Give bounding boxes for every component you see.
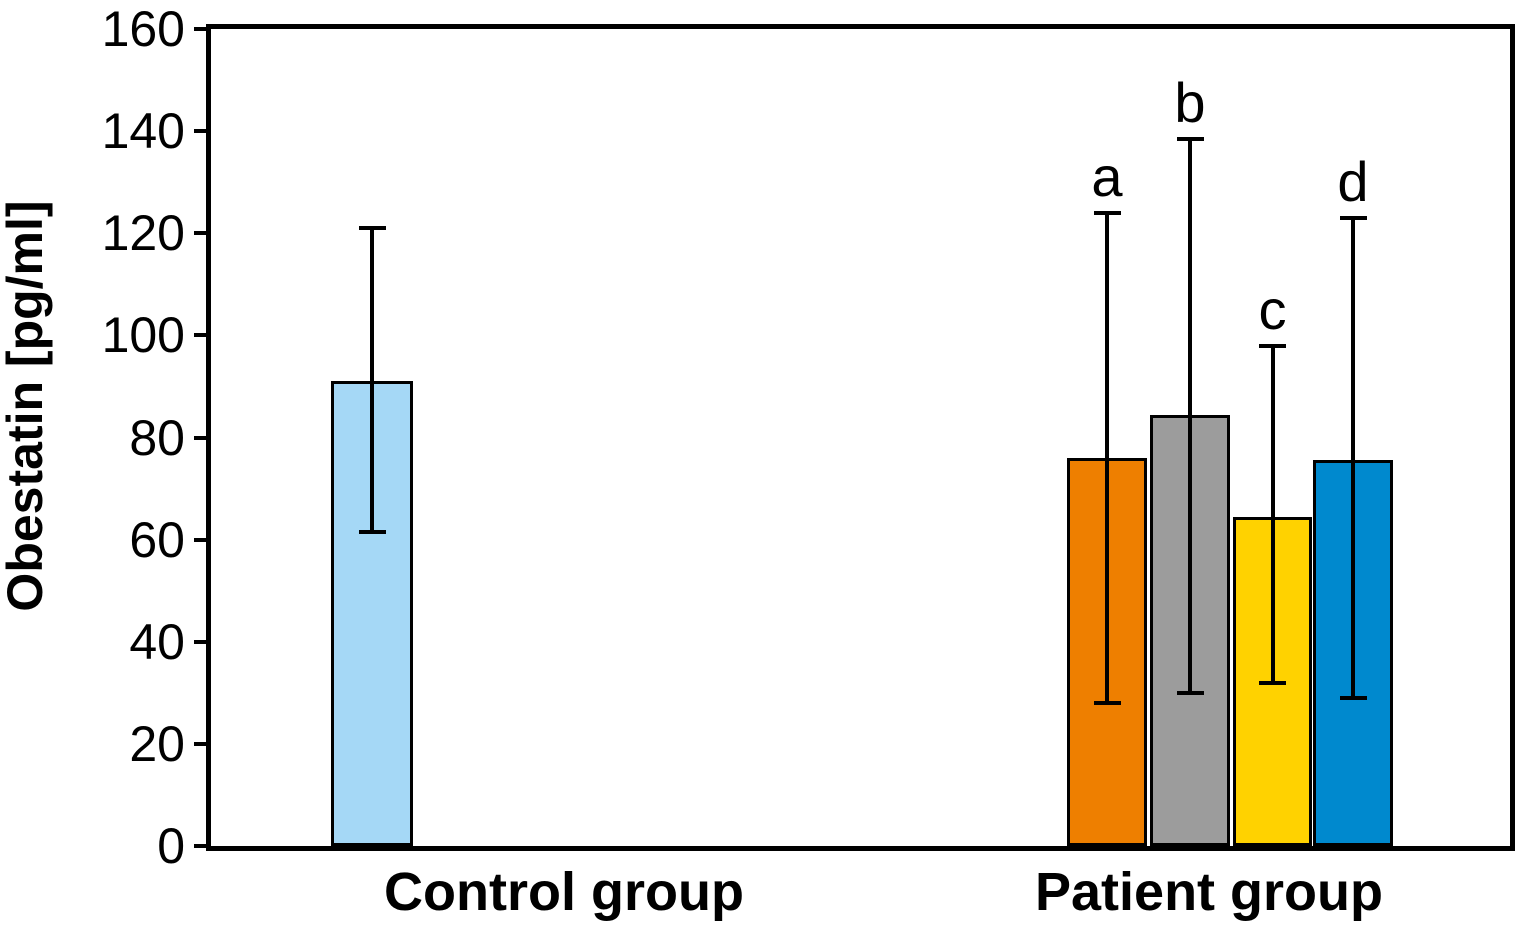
error-bar-cap-bottom	[358, 529, 386, 534]
y-axis-tick-label: 80	[129, 409, 185, 466]
y-axis-tick	[194, 435, 207, 440]
error-bar-line	[1270, 345, 1275, 683]
error-bar-line	[1105, 212, 1109, 703]
significance-label-b: b	[1174, 70, 1206, 134]
y-axis-tick	[194, 333, 207, 338]
y-axis-tick-label: 20	[129, 715, 185, 772]
y-axis-tick-label: 120	[101, 205, 185, 262]
significance-label-a: a	[1091, 144, 1123, 208]
y-axis-tick	[194, 27, 207, 31]
y-axis-tick	[194, 639, 207, 644]
significance-label-c: c	[1258, 277, 1287, 341]
y-axis-tick	[194, 231, 207, 236]
y-axis-tick-label: 160	[101, 1, 185, 57]
y-axis-tick	[194, 741, 207, 746]
y-axis-tick	[194, 129, 207, 134]
error-bar-cap-top	[1093, 210, 1121, 215]
y-axis-tick-label: 100	[101, 307, 185, 364]
error-bar-cap-bottom	[1176, 690, 1204, 695]
y-axis-tick	[194, 537, 207, 542]
error-bar-cap-top	[1259, 343, 1286, 348]
error-bar-cap-top	[1339, 215, 1367, 220]
error-bar-cap-top	[358, 226, 386, 231]
x-axis-category-control: Control group	[384, 862, 744, 922]
error-bar-cap-bottom	[1259, 680, 1286, 685]
y-axis-tick	[194, 844, 207, 848]
y-axis-tick-label: 140	[101, 103, 185, 160]
error-bar-line	[1188, 138, 1192, 693]
error-bar-cap-bottom	[1339, 695, 1367, 700]
x-axis-category-patient: Patient group	[1035, 862, 1383, 922]
y-axis-tick-label: 40	[129, 613, 185, 670]
error-bar-line	[370, 228, 374, 532]
error-bar-line	[1351, 217, 1355, 698]
error-bar-cap-top	[1176, 136, 1204, 141]
y-axis-tick-label: 60	[129, 511, 185, 568]
significance-label-d: d	[1337, 149, 1369, 213]
error-bar-cap-bottom	[1093, 701, 1121, 706]
y-axis-tick-label: 0	[157, 818, 185, 874]
